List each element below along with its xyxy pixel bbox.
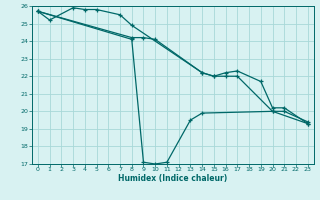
- X-axis label: Humidex (Indice chaleur): Humidex (Indice chaleur): [118, 174, 228, 183]
